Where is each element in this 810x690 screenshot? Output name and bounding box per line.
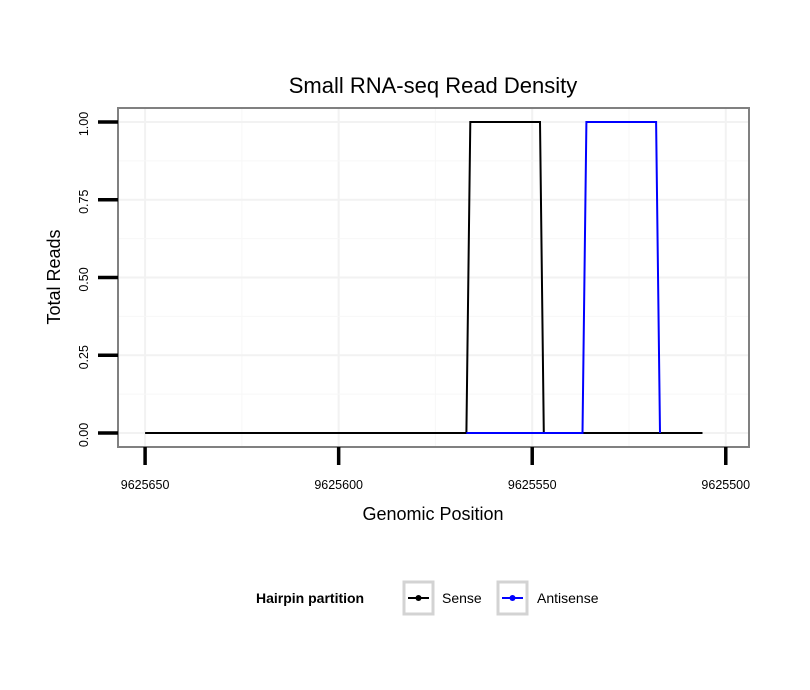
legend-title: Hairpin partition [256,590,364,606]
y-tick-label: 0.75 [77,190,91,214]
y-tick-label: 0.00 [77,423,91,447]
y-tick-label: 1.00 [77,112,91,136]
x-tick-label: 9625500 [701,478,750,492]
legend-item-sense: Sense [402,580,482,616]
legend-point-antisense [509,595,516,601]
x-axis: 9625650 9625600 9625550 9625500 [121,447,750,492]
legend-label-antisense: Antisense [537,590,599,606]
y-tick-label: 0.50 [77,267,91,291]
x-tick-label: 9625550 [508,478,557,492]
legend-label-sense: Sense [442,590,482,606]
chart-title: Small RNA-seq Read Density [289,73,578,98]
y-tick-label: 0.25 [77,345,91,369]
legend-item-antisense: Antisense [496,580,599,616]
series-layer [145,121,703,434]
y-axis-title: Total Reads [44,229,64,324]
legend-point-sense [415,595,422,601]
x-tick-label: 9625650 [121,478,170,492]
legend: Hairpin partition Sense Antisense [256,580,599,616]
series-line-antisense [466,121,661,434]
y-axis: 0.00 0.25 0.50 0.75 1.00 [77,112,118,447]
x-axis-title: Genomic Position [362,504,503,524]
x-tick-label: 9625600 [314,478,363,492]
